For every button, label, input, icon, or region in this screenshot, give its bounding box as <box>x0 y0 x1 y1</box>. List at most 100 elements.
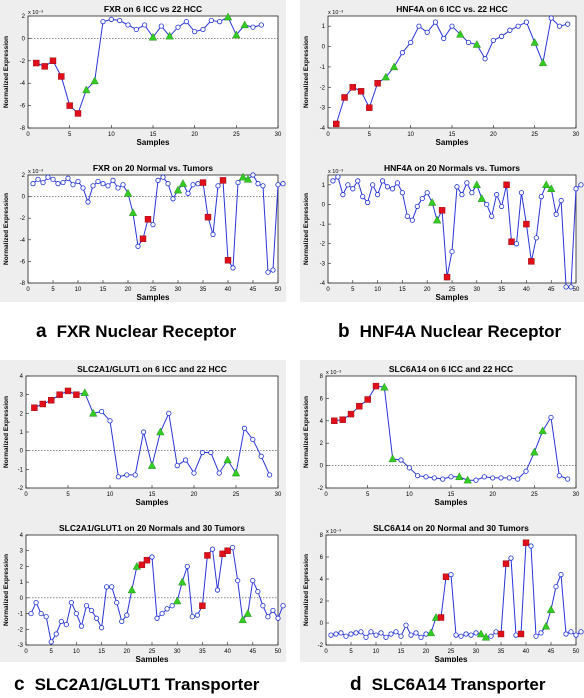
data-point <box>135 243 141 249</box>
data-point <box>440 476 446 482</box>
data-point-green <box>178 577 187 586</box>
x-tick-label: 15 <box>398 649 405 655</box>
x-tick-label: 5 <box>68 132 72 138</box>
data-point <box>523 468 529 474</box>
chart-a-0: FXR on 6 ICC vs 22 HCC x 10⁻³ Normalized E… <box>0 0 286 150</box>
data-point <box>260 183 266 189</box>
data-point <box>484 201 490 208</box>
data-point-red <box>219 177 227 184</box>
data-point-green <box>127 585 136 594</box>
data-point-red <box>357 88 365 95</box>
data-point <box>333 631 339 637</box>
data-point <box>75 178 81 185</box>
data-point <box>573 632 579 638</box>
y-tick-label: 0 <box>22 36 26 42</box>
y-tick-label: 6 <box>320 555 324 561</box>
caption-letter-a: a <box>36 321 47 342</box>
data-point <box>353 630 359 636</box>
x-tick-label: 20 <box>191 132 198 138</box>
caption-b: b HNF4A Nuclear Receptor <box>338 321 561 343</box>
caption-letter-b: b <box>338 321 350 342</box>
data-point <box>194 612 200 618</box>
data-point-red <box>443 273 451 281</box>
data-point-green <box>530 38 539 46</box>
data-point <box>117 17 123 24</box>
data-point <box>553 584 559 590</box>
x-tick-label: 10 <box>406 492 413 498</box>
data-point <box>528 543 534 549</box>
data-point <box>578 629 584 635</box>
axis-exponent: x 10⁻³ <box>326 529 341 535</box>
x-tick-label: 0 <box>324 649 328 655</box>
x-tick-label: 10 <box>407 132 414 138</box>
data-point <box>419 195 425 202</box>
x-tick-label: 30 <box>275 492 282 498</box>
data-point <box>399 50 406 56</box>
x-tick-label: 0 <box>326 287 330 293</box>
x-tick-label: 40 <box>224 649 231 655</box>
data-point-green <box>243 609 252 617</box>
panel-b-charts: HNF4A on 6 ICC vs. 22 HCC x 10⁻³ Normalize… <box>300 0 584 302</box>
data-point <box>235 577 241 584</box>
data-point <box>553 211 559 217</box>
y-tick-label: -2 <box>20 59 26 65</box>
plot-area <box>27 174 279 284</box>
x-tick-label: 0 <box>26 132 30 138</box>
x-tick-label: 15 <box>100 287 107 293</box>
y-tick-label: 0 <box>20 449 24 455</box>
x-axis-label: Samples <box>136 655 169 662</box>
data-point-green <box>380 382 389 391</box>
data-point <box>507 27 513 33</box>
data-point-red <box>224 547 231 554</box>
x-tick-label: 25 <box>531 492 538 498</box>
data-point <box>399 190 406 196</box>
data-point-red <box>144 216 152 223</box>
data-point <box>241 425 247 431</box>
data-point <box>214 587 221 593</box>
x-tick-label: 10 <box>108 132 115 138</box>
data-point-red <box>356 403 363 410</box>
panel-b: HNF4A on 6 ICC vs. 22 HCC x 10⁻³ Normalize… <box>300 0 584 302</box>
data-point <box>216 470 222 476</box>
panel-c: SLC2A1/GLUT1 on 6 ICC and 22 HCC Normaliz… <box>0 360 286 662</box>
x-axis-label: Samples <box>436 138 469 147</box>
x-tick-label: 30 <box>174 649 181 655</box>
data-point <box>88 607 95 614</box>
data-point <box>48 639 54 645</box>
data-point-red <box>341 94 348 101</box>
data-point <box>373 632 379 638</box>
data-point-red <box>374 79 381 87</box>
y-tick-label: -3 <box>18 643 24 649</box>
data-point-green <box>426 628 436 637</box>
data-point-red <box>497 630 505 638</box>
x-tick-label: 45 <box>250 287 257 293</box>
data-point <box>250 24 256 30</box>
data-point <box>164 606 170 612</box>
x-tick-label: 45 <box>548 649 555 655</box>
y-tick-label: 4 <box>320 419 324 425</box>
data-point <box>441 35 447 42</box>
chart-title: SLC6A14 on 6 ICC and 22 HCC <box>389 364 513 374</box>
data-point <box>185 190 191 196</box>
data-point <box>93 615 100 621</box>
data-point <box>124 612 130 618</box>
data-point-red <box>522 539 530 546</box>
data-point <box>568 284 574 290</box>
data-point-green <box>455 472 464 481</box>
x-tick-label: 25 <box>149 649 156 655</box>
x-tick-label: 30 <box>175 287 182 293</box>
data-point <box>175 24 181 30</box>
plot-area <box>325 534 577 646</box>
x-axis-label: Samples <box>137 293 170 302</box>
data-point <box>192 29 198 35</box>
data-point <box>473 630 479 636</box>
data-point <box>465 39 472 46</box>
y-tick-label: 8 <box>320 374 324 380</box>
x-tick-label: 35 <box>498 649 505 655</box>
data-point <box>183 457 189 463</box>
y-tick-label: -6 <box>20 104 26 110</box>
data-point-red <box>502 560 510 567</box>
x-tick-label: 5 <box>351 287 355 293</box>
y-tick-label: 4 <box>20 533 24 539</box>
y-tick-label: 1 <box>20 580 24 586</box>
